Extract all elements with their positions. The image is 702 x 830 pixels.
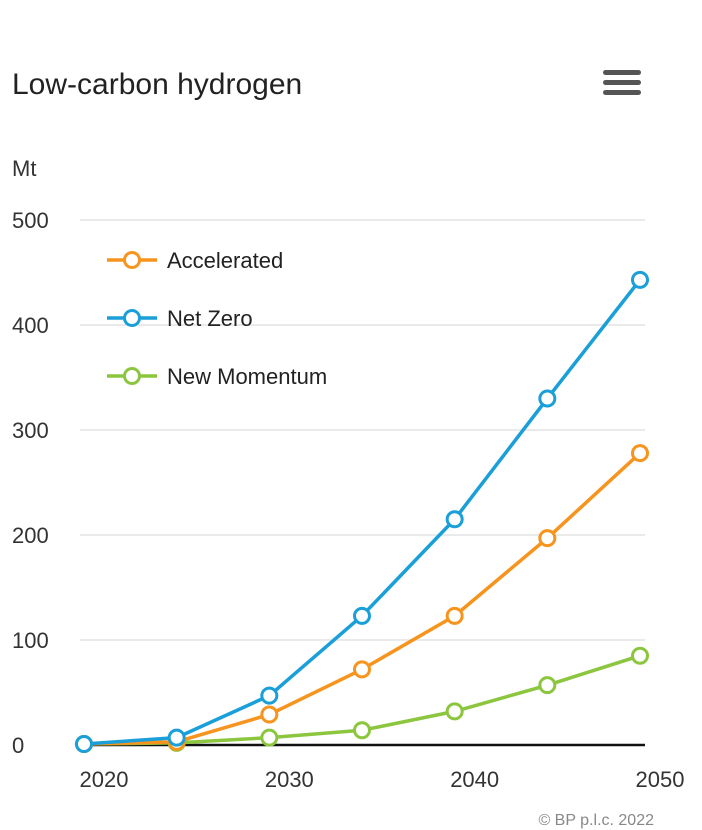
x-tick-label: 2020 bbox=[80, 767, 129, 792]
data-point-new-momentum bbox=[260, 728, 279, 747]
copyright-credit: © BP p.l.c. 2022 bbox=[538, 812, 654, 829]
data-point-new-momentum bbox=[445, 702, 464, 721]
data-point-net-zero bbox=[631, 270, 649, 289]
data-point-net-zero bbox=[167, 728, 186, 747]
legend-marker-new-momentum bbox=[123, 367, 141, 385]
y-tick-label: 200 bbox=[12, 523, 49, 548]
data-point-accelerated bbox=[260, 705, 279, 724]
data-point-accelerated bbox=[631, 444, 649, 463]
y-tick-label: 100 bbox=[12, 628, 49, 653]
x-tick-label: 2040 bbox=[450, 767, 499, 792]
data-point-new-momentum bbox=[631, 646, 649, 665]
data-point-net-zero bbox=[260, 686, 279, 705]
y-tick-label: 0 bbox=[12, 733, 24, 758]
data-point-new-momentum bbox=[538, 676, 557, 695]
legend-label-accelerated: Accelerated bbox=[167, 248, 283, 273]
y-tick-label: 400 bbox=[12, 313, 49, 338]
data-point-net-zero bbox=[353, 606, 371, 625]
series-line-accelerated bbox=[83, 451, 642, 746]
chart-title: Low-carbon hydrogen bbox=[12, 68, 303, 101]
legend-marker-accelerated bbox=[123, 251, 141, 269]
x-tick-label: 2030 bbox=[265, 767, 314, 792]
y-axis-unit-label: Mt bbox=[12, 156, 36, 181]
data-point-net-zero bbox=[445, 510, 464, 529]
data-point-net-zero bbox=[538, 389, 557, 408]
x-tick-label: 2050 bbox=[636, 767, 685, 792]
legend-label-new-momentum: New Momentum bbox=[167, 364, 327, 389]
legend-label-net-zero: Net Zero bbox=[167, 306, 253, 331]
hamburger-menu-icon[interactable] bbox=[603, 70, 641, 104]
y-tick-label: 500 bbox=[12, 208, 49, 233]
data-point-accelerated bbox=[445, 606, 464, 625]
legend-marker-net-zero bbox=[123, 309, 141, 327]
data-point-net-zero bbox=[75, 734, 93, 753]
data-point-new-momentum bbox=[353, 721, 371, 740]
data-point-accelerated bbox=[353, 660, 371, 679]
y-tick-label: 300 bbox=[12, 418, 49, 443]
data-point-accelerated bbox=[538, 529, 557, 548]
